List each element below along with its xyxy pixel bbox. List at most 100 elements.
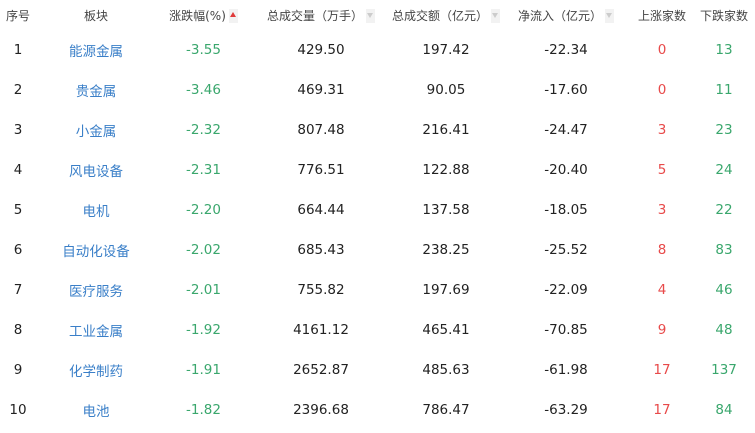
up-count: 0 xyxy=(657,42,667,58)
volume: 755.82 xyxy=(297,282,345,298)
net-inflow: -17.60 xyxy=(544,82,588,98)
row-index: 10 xyxy=(9,402,27,418)
up-count: 17 xyxy=(653,362,671,378)
row-index: 8 xyxy=(13,322,23,338)
volume: 776.51 xyxy=(297,162,345,178)
volume: 685.43 xyxy=(297,242,345,258)
down-count: 84 xyxy=(715,402,733,418)
volume: 469.31 xyxy=(297,82,345,98)
table-row: 5 电机 -2.20 664.44 137.58 -18.05 3 22 xyxy=(0,190,755,230)
col-up-count: 上涨家数 xyxy=(637,8,686,23)
up-count: 3 xyxy=(657,202,667,218)
row-index: 4 xyxy=(13,162,23,178)
net-inflow: -22.34 xyxy=(544,42,588,58)
change-pct: -1.92 xyxy=(186,322,221,338)
sort-asc-icon[interactable] xyxy=(228,9,238,23)
down-count: 13 xyxy=(715,42,733,58)
row-index: 7 xyxy=(13,282,23,298)
up-count: 5 xyxy=(657,162,667,178)
row-index: 3 xyxy=(13,122,23,138)
change-pct: -2.20 xyxy=(186,202,221,218)
volume: 2396.68 xyxy=(293,402,349,418)
amount: 197.42 xyxy=(422,42,470,58)
volume: 807.48 xyxy=(297,122,345,138)
sort-icon[interactable] xyxy=(491,9,500,23)
col-amount-label: 总成交额（亿元） xyxy=(391,8,488,23)
amount: 465.41 xyxy=(422,322,470,338)
sort-icon[interactable] xyxy=(366,9,375,23)
amount: 485.63 xyxy=(422,362,470,378)
sector-name[interactable]: 电机 xyxy=(82,204,110,220)
row-index: 9 xyxy=(13,362,23,378)
amount: 122.88 xyxy=(422,162,470,178)
amount: 216.41 xyxy=(422,122,470,138)
net-inflow: -20.40 xyxy=(544,162,588,178)
table-row: 8 工业金属 -1.92 4161.12 465.41 -70.85 9 48 xyxy=(0,310,755,350)
sector-name[interactable]: 小金属 xyxy=(75,124,117,140)
down-count: 24 xyxy=(715,162,733,178)
col-sector: 板块 xyxy=(83,8,108,23)
net-inflow: -63.29 xyxy=(544,402,588,418)
volume: 4161.12 xyxy=(293,322,349,338)
table-row: 3 小金属 -2.32 807.48 216.41 -24.47 3 23 xyxy=(0,110,755,150)
sector-name[interactable]: 能源金属 xyxy=(69,44,123,60)
sector-name[interactable]: 自动化设备 xyxy=(62,244,130,260)
change-pct: -2.31 xyxy=(186,162,221,178)
table-row: 2 贵金属 -3.46 469.31 90.05 -17.60 0 11 xyxy=(0,70,755,110)
col-amount[interactable]: 总成交额（亿元） xyxy=(391,0,501,30)
change-pct: -3.46 xyxy=(186,82,221,98)
down-count: 83 xyxy=(715,242,733,258)
sector-name[interactable]: 电池 xyxy=(82,404,110,420)
col-down-count: 下跌家数 xyxy=(699,8,748,23)
sector-name[interactable]: 医疗服务 xyxy=(69,284,123,300)
table-row: 1 能源金属 -3.55 429.50 197.42 -22.34 0 13 xyxy=(0,30,755,70)
sort-icon[interactable] xyxy=(605,9,614,23)
sector-name[interactable]: 风电设备 xyxy=(69,164,123,180)
col-change-label: 涨跌幅(%) xyxy=(169,8,226,23)
col-change[interactable]: 涨跌幅(%) xyxy=(156,0,251,30)
row-index: 5 xyxy=(13,202,23,218)
col-inflow[interactable]: 净流入（亿元） xyxy=(501,0,631,30)
down-count: 23 xyxy=(715,122,733,138)
down-count: 22 xyxy=(715,202,733,218)
net-inflow: -70.85 xyxy=(544,322,588,338)
up-count: 8 xyxy=(657,242,667,258)
sector-name[interactable]: 工业金属 xyxy=(69,324,123,340)
down-count: 137 xyxy=(711,362,737,378)
up-count: 4 xyxy=(657,282,667,298)
row-index: 6 xyxy=(13,242,23,258)
col-volume[interactable]: 总成交量（万手） xyxy=(251,0,391,30)
change-pct: -2.32 xyxy=(186,122,221,138)
net-inflow: -24.47 xyxy=(544,122,588,138)
row-index: 1 xyxy=(13,42,23,58)
col-index: 序号 xyxy=(5,8,30,23)
volume: 664.44 xyxy=(297,202,345,218)
sector-name[interactable]: 贵金属 xyxy=(75,84,117,100)
up-count: 3 xyxy=(657,122,667,138)
change-pct: -3.55 xyxy=(186,42,221,58)
col-inflow-label: 净流入（亿元） xyxy=(517,8,602,23)
amount: 238.25 xyxy=(422,242,470,258)
volume: 429.50 xyxy=(297,42,345,58)
sector-name[interactable]: 化学制药 xyxy=(69,364,123,380)
down-count: 46 xyxy=(715,282,733,298)
change-pct: -1.82 xyxy=(186,402,221,418)
net-inflow: -25.52 xyxy=(544,242,588,258)
col-volume-label: 总成交量（万手） xyxy=(266,8,363,23)
table-row: 6 自动化设备 -2.02 685.43 238.25 -25.52 8 83 xyxy=(0,230,755,270)
amount: 137.58 xyxy=(422,202,470,218)
amount: 786.47 xyxy=(422,402,470,418)
table-row: 9 化学制药 -1.91 2652.87 485.63 -61.98 17 137 xyxy=(0,350,755,390)
up-count: 0 xyxy=(657,82,667,98)
down-count: 11 xyxy=(715,82,733,98)
net-inflow: -22.09 xyxy=(544,282,588,298)
net-inflow: -61.98 xyxy=(544,362,588,378)
header-row: 序号 板块 涨跌幅(%) 总成交量（万手） 总成交额（亿元） 净流入（亿元） 上… xyxy=(0,0,755,30)
down-count: 48 xyxy=(715,322,733,338)
amount: 197.69 xyxy=(422,282,470,298)
net-inflow: -18.05 xyxy=(544,202,588,218)
up-count: 17 xyxy=(653,402,671,418)
amount: 90.05 xyxy=(426,82,466,98)
up-count: 9 xyxy=(657,322,667,338)
